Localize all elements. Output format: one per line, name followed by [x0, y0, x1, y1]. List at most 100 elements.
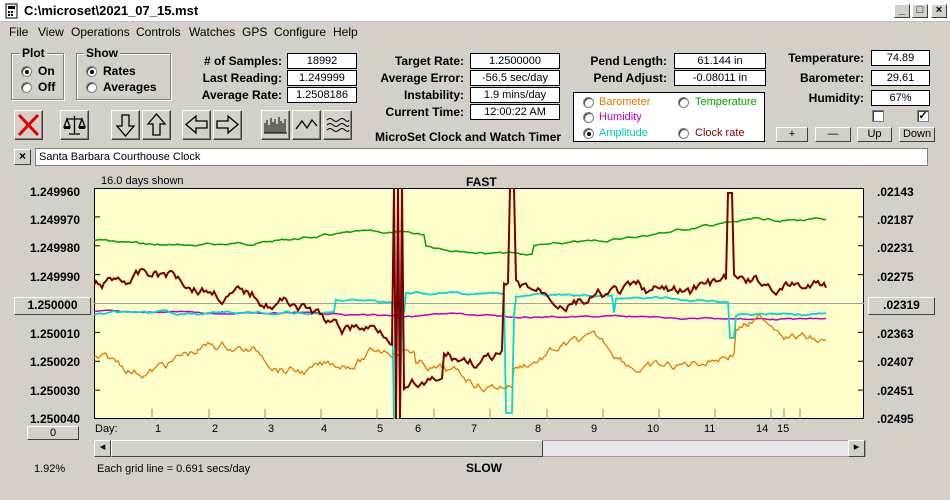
last-reading-label: Last Reading:	[202, 71, 282, 85]
pend-length-field[interactable]: 61.144 in	[674, 53, 766, 69]
center-rate-button[interactable]: 1.250000	[14, 297, 91, 315]
plot-off-radio[interactable]	[21, 82, 32, 93]
scroll-value-button[interactable]: 0	[27, 426, 79, 440]
sensor-humidity-radio[interactable]	[583, 112, 594, 123]
sensor-amplitude-label: Amplitude	[599, 127, 648, 139]
menu-gps[interactable]: GPS	[242, 25, 268, 39]
up-arrow-button[interactable]	[142, 110, 171, 140]
menu-help[interactable]: Help	[333, 25, 358, 39]
temperature-trace	[94, 216, 827, 256]
down-arrow-button[interactable]	[111, 110, 140, 140]
days-shown-label: 16.0 days shown	[101, 175, 184, 187]
sensor-clockrate-radio[interactable]	[678, 128, 689, 139]
arrow-down-icon	[115, 114, 136, 138]
y-right-tick-5: .02363	[877, 327, 914, 341]
sensor-barometer-label: Barometer	[599, 96, 651, 108]
scroll-thumb[interactable]	[111, 440, 543, 457]
target-rate-label: Target Rate:	[394, 54, 464, 68]
clock-name-field[interactable]: Santa Barbara Courthouse Clock	[35, 148, 928, 166]
day-label: 15	[777, 423, 790, 435]
menu-configure[interactable]: Configure	[274, 25, 327, 39]
y-right-tick-3: .02275	[877, 270, 914, 284]
arrow-up-icon	[146, 112, 167, 136]
sensor-amplitude-radio[interactable]	[583, 128, 594, 139]
instability-label: Instability:	[403, 88, 464, 102]
arrow-right-icon	[216, 114, 240, 135]
plot-on-label: On	[38, 64, 55, 78]
menu-view[interactable]: View	[38, 25, 64, 39]
day-label: 5	[377, 423, 384, 435]
wave-plot-button[interactable]	[323, 110, 352, 140]
y-tick-5: 1.250010	[30, 327, 81, 341]
y-right-tick-2: .02231	[877, 241, 914, 255]
app-subtitle: MicroSet Clock and Watch Timer	[375, 130, 562, 144]
y-tick-2: 1.249980	[30, 241, 81, 255]
scroll-right-button[interactable]: ▸	[848, 440, 865, 457]
plus-button[interactable]: +	[776, 127, 808, 142]
day-label: 4	[321, 423, 328, 435]
sensor-temperature-label: Temperature	[695, 96, 757, 108]
y-right-tick-0: .02143	[877, 185, 914, 199]
left-arrow-button[interactable]	[182, 110, 211, 140]
window-title: C:\microset\2021_07_15.mst	[24, 3, 199, 18]
temperature-field: 74.89	[871, 50, 930, 66]
humidity-trace	[94, 309, 827, 321]
multi-wave-icon	[326, 118, 350, 132]
current-time-field: 12:00:22 AM	[470, 104, 560, 120]
maximize-button[interactable]: □	[912, 4, 928, 18]
barometer-trace	[94, 313, 827, 393]
menu-controls[interactable]: Controls	[136, 25, 181, 39]
balance-button[interactable]	[60, 110, 89, 140]
app-icon	[5, 3, 18, 19]
day-label: 2	[212, 423, 219, 435]
checkbox-right[interactable]: ✓	[917, 110, 929, 122]
minus-button[interactable]: —	[815, 127, 851, 142]
clock-rate-trace	[94, 188, 827, 419]
day-label: 7	[471, 423, 478, 435]
pend-adjust-label: Pend Adjust:	[593, 71, 667, 85]
up-button[interactable]: Up	[857, 127, 892, 142]
checkbox-left[interactable]	[872, 110, 884, 122]
plot-svg	[94, 188, 864, 419]
line-plot-button[interactable]	[292, 110, 321, 140]
barometer-label: Barometer:	[799, 71, 864, 85]
y-right-tick-1: .02187	[877, 213, 914, 227]
y-right-tick-6: .02407	[877, 355, 914, 369]
day-label: 6	[415, 423, 422, 435]
y-tick-6: 1.250020	[30, 355, 81, 369]
plot-on-radio[interactable]	[21, 66, 32, 77]
minimize-button[interactable]: _	[894, 4, 910, 18]
bar-graph-icon	[264, 117, 287, 134]
menu-file[interactable]: File	[9, 25, 29, 39]
show-group-title: Show	[84, 46, 120, 60]
close-window-button[interactable]: ×	[931, 4, 947, 18]
y-tick-7: 1.250030	[30, 384, 81, 398]
day-label: 8	[535, 423, 542, 435]
average-rate-field: 1.2508186	[287, 87, 357, 103]
average-rate-label: Average Rate:	[201, 88, 282, 102]
scroll-left-button[interactable]: ◂	[94, 440, 111, 457]
show-rates-radio[interactable]	[86, 66, 97, 77]
day-label: 11	[704, 423, 716, 435]
arrow-left-icon	[184, 114, 208, 135]
target-rate-field[interactable]: 1.2500000	[470, 53, 560, 69]
last-reading-field: 1.249999	[287, 70, 357, 86]
show-averages-radio[interactable]	[86, 82, 97, 93]
menu-operations[interactable]: Operations	[71, 25, 130, 39]
down-button[interactable]: Down	[899, 127, 935, 142]
y-tick-8: 1.250040	[30, 412, 81, 426]
red-x-icon	[17, 113, 40, 137]
day-label: 9	[591, 423, 598, 435]
right-center-button[interactable]: .02319	[868, 297, 935, 315]
title-bar: C:\microset\2021_07_15.mst _ □ ×	[0, 0, 950, 22]
sensor-temperature-radio[interactable]	[678, 97, 689, 108]
clear-clock-name-button[interactable]: ×	[14, 149, 31, 165]
day-label: 14	[756, 423, 769, 435]
right-arrow-button[interactable]	[213, 110, 242, 140]
day-label: 1	[155, 423, 162, 435]
bar-plot-button[interactable]	[261, 110, 290, 140]
menu-watches[interactable]: Watches	[189, 25, 236, 39]
show-rates-label: Rates	[103, 64, 136, 78]
sensor-barometer-radio[interactable]	[583, 97, 594, 108]
clear-button[interactable]	[14, 110, 43, 140]
